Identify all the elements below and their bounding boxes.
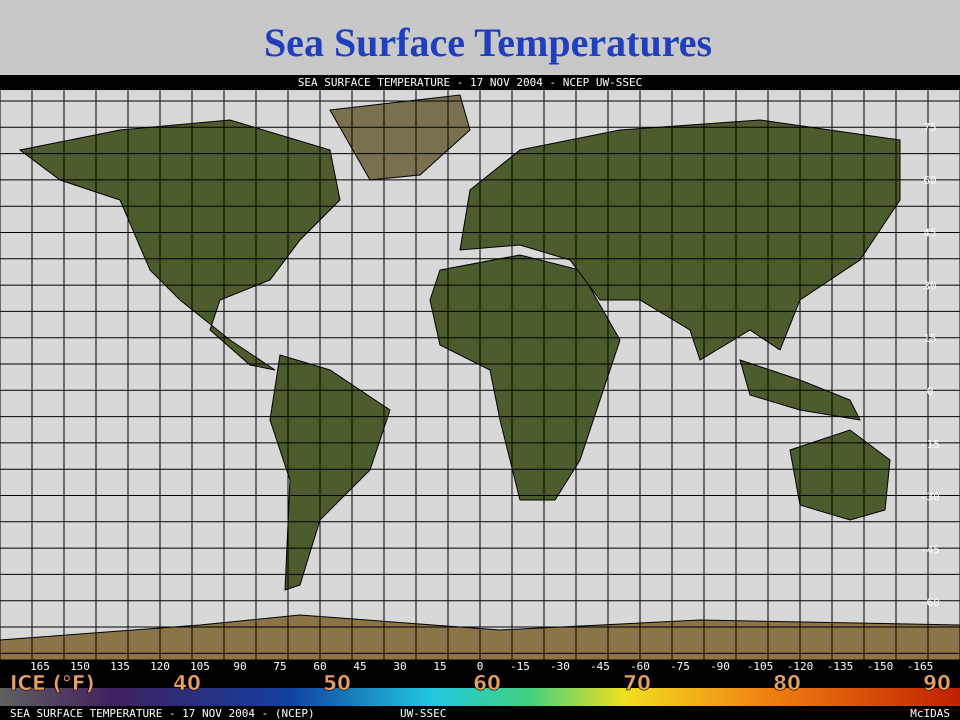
- latitude-label: -45: [920, 543, 940, 556]
- latitude-label: 30: [923, 279, 936, 292]
- longitude-labels: 165 150 135 120 105 90 75 60 45 30 15 0 -15 -30 -45 -60…: [30, 660, 933, 673]
- legend-label: 90: [923, 671, 951, 695]
- latitude-label: 45: [923, 227, 936, 240]
- legend-labels: 40 50 60 70 80 90: [173, 671, 951, 696]
- legend-label: 40: [173, 671, 201, 695]
- longitude-label: 75: [273, 660, 286, 673]
- longitude-label: -45: [590, 660, 610, 673]
- title: Sea Surface Temperatures: [264, 20, 712, 65]
- footer-source: UW-SSEC: [400, 707, 446, 720]
- longitude-label: 0: [477, 660, 484, 673]
- longitude-label: 120: [150, 660, 170, 673]
- legend-label: 50: [323, 671, 351, 695]
- longitude-label: -150: [867, 660, 894, 673]
- longitude-label: -165: [907, 660, 934, 673]
- color-scale: [0, 688, 960, 706]
- title-band: [0, 0, 960, 75]
- land: [0, 94, 960, 661]
- longitude-label: 105: [190, 660, 210, 673]
- latitude-label: -30: [920, 491, 940, 504]
- longitude-label: -90: [710, 660, 730, 673]
- longitude-label: -105: [747, 660, 774, 673]
- longitude-label: -60: [630, 660, 650, 673]
- legend-label: 80: [773, 671, 801, 695]
- longitude-label: -15: [510, 660, 530, 673]
- longitude-label: 165: [30, 660, 50, 673]
- map-header: SEA SURFACE TEMPERATURE - 17 NOV 2004 - …: [298, 76, 642, 89]
- legend-label: 70: [623, 671, 651, 695]
- footer-software: McIDAS: [910, 707, 950, 720]
- latitude-labels: 75 60 45 30 15 0 -15 -30 -45 -60: [920, 121, 940, 609]
- latitude-label: 60: [923, 174, 936, 187]
- longitude-label: 60: [313, 660, 326, 673]
- longitude-label: 150: [70, 660, 90, 673]
- longitude-label: 135: [110, 660, 130, 673]
- longitude-label: -30: [550, 660, 570, 673]
- latitude-label: -60: [920, 596, 940, 609]
- graticule: [0, 90, 960, 660]
- longitude-label: -135: [827, 660, 854, 673]
- latitude-label: 0: [927, 385, 934, 398]
- latitude-label: 75: [923, 121, 936, 134]
- longitude-label: 30: [393, 660, 406, 673]
- legend-label: 60: [473, 671, 501, 695]
- longitude-label: 15: [433, 660, 446, 673]
- longitude-label: -120: [787, 660, 814, 673]
- latitude-label: 15: [923, 332, 936, 345]
- latitude-label: -15: [920, 438, 940, 451]
- longitude-label: -75: [670, 660, 690, 673]
- footer-caption: SEA SURFACE TEMPERATURE - 17 NOV 2004 - …: [10, 707, 315, 720]
- legend-title: ICE (°F): [10, 671, 95, 695]
- longitude-label: 90: [233, 660, 246, 673]
- longitude-label: 45: [353, 660, 366, 673]
